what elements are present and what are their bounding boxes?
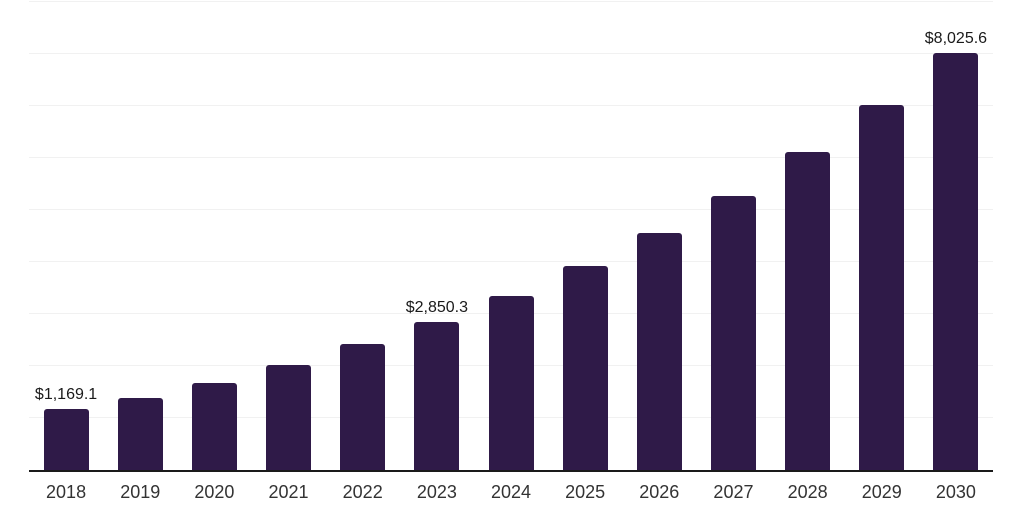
x-tick-label-2029: 2029 [861, 482, 902, 502]
plot-area: $1,169.1 $2,850.3 $8,025.6 [29, 1, 993, 470]
x-tick-label-2024: 2024 [490, 482, 532, 502]
gridline-4000 [29, 261, 993, 262]
bar-2019 [117, 397, 163, 470]
bar-2024 [488, 295, 534, 470]
bar-2029 [859, 104, 905, 470]
bar-2025 [562, 265, 608, 470]
x-tick-label-2022: 2022 [342, 482, 383, 502]
data-label-2030: $8,025.6 [924, 29, 988, 47]
bar-2022 [340, 343, 386, 470]
bar-2028 [785, 151, 831, 470]
data-label-2023: $2,850.3 [405, 298, 468, 316]
bar-2018 [43, 409, 89, 470]
x-tick-label-2021: 2021 [268, 482, 309, 502]
x-tick-label-2023: 2023 [416, 482, 457, 502]
bar-2026 [636, 233, 682, 470]
gridline-9000 [29, 1, 993, 2]
x-tick-label-2020: 2020 [194, 482, 235, 502]
x-tick-label-2019: 2019 [120, 482, 161, 502]
x-axis-line [29, 470, 993, 472]
x-tick-label-2027: 2027 [713, 482, 754, 502]
x-tick-label-2030: 2030 [935, 482, 976, 502]
gridline-8000 [29, 53, 993, 54]
bar-2021 [266, 365, 312, 470]
gridline-5000 [29, 209, 993, 210]
x-tick-label-2028: 2028 [787, 482, 828, 502]
gridline-6000 [29, 157, 993, 158]
x-tick-label-2025: 2025 [565, 482, 606, 502]
bar-2023 [414, 321, 460, 470]
bar-2030 [933, 52, 979, 470]
gridline-7000 [29, 105, 993, 106]
x-tick-label-2018: 2018 [46, 482, 87, 502]
bar-2020 [191, 382, 237, 470]
x-tick-label-2026: 2026 [639, 482, 680, 502]
data-label-2018: $1,169.1 [34, 386, 98, 404]
bar-2027 [710, 195, 756, 470]
